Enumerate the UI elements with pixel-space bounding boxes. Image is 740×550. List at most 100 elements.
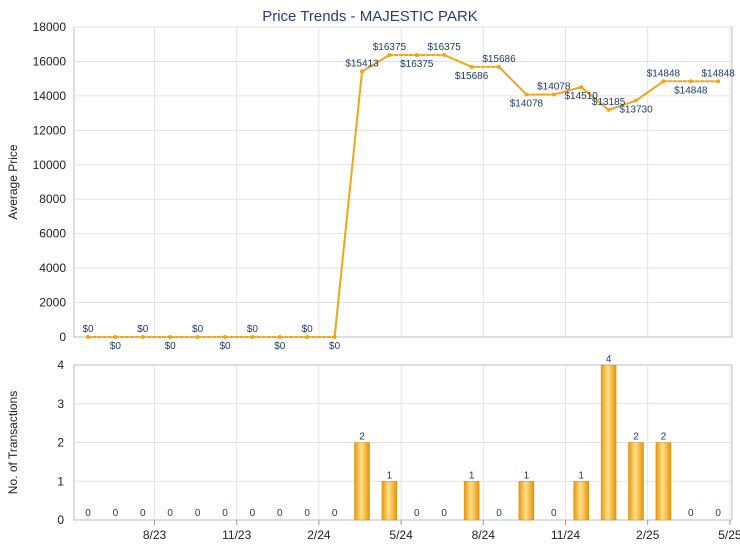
price-y-tick-label: 8000 [39, 192, 66, 206]
price-point [195, 335, 200, 339]
price-y-tick-label: 12000 [33, 123, 67, 137]
price-data-label: $0 [247, 324, 259, 335]
price-point [579, 85, 584, 90]
transaction-count-label: 4 [606, 354, 612, 365]
price-data-label: $16375 [373, 42, 407, 53]
transaction-bar [518, 481, 535, 521]
price-point [305, 335, 310, 339]
price-point [606, 107, 611, 112]
transactions-data-labels: 0 0 0 0 0 0 0 0 0 0 2 1 0 0 1 0 1 0 1 4 2 2 0 0 [85, 354, 721, 519]
transactions-y-tick-label: 1 [57, 474, 64, 488]
price-line-segment [333, 70, 363, 338]
price-series-line [86, 52, 721, 339]
price-data-label: $14078 [510, 99, 544, 110]
transaction-bar [600, 364, 617, 521]
transaction-count-label: 2 [359, 432, 365, 443]
price-point [277, 335, 282, 339]
price-y-axis-label: Average Price [6, 144, 20, 219]
price-point [442, 52, 447, 57]
transaction-count-label: 0 [167, 508, 173, 519]
price-data-label: $14848 [647, 68, 681, 79]
price-y-axis-ticks: 0 2000 4000 6000 8000 10000 12000 14000 16000 180… [33, 20, 67, 344]
price-point [113, 335, 118, 339]
transactions-x-tick-label: 2/24 [307, 528, 331, 542]
transaction-count-label: 0 [85, 508, 91, 519]
transaction-count-label: 0 [304, 508, 310, 519]
price-data-label: $16375 [428, 42, 462, 53]
price-data-label: $0 [274, 341, 286, 352]
transaction-count-label: 0 [195, 508, 201, 519]
price-data-label: $14510 [565, 91, 599, 102]
transactions-y-tick-label: 2 [57, 436, 64, 450]
transaction-count-label: 0 [715, 508, 721, 519]
transactions-y-tick-label: 3 [57, 397, 64, 411]
price-gridlines [74, 26, 732, 337]
transaction-count-label: 0 [140, 508, 146, 519]
transactions-y-axis-label: No. of Transactions [6, 391, 20, 494]
transactions-bars [354, 364, 672, 521]
price-point [497, 64, 501, 69]
price-point [551, 92, 556, 97]
price-plot-frame [73, 26, 733, 338]
price-data-label: $15686 [455, 71, 489, 82]
transaction-count-label: 0 [496, 508, 502, 519]
price-point [223, 335, 227, 339]
transaction-count-label: 0 [250, 508, 256, 519]
price-point [688, 79, 693, 84]
transaction-count-label: 0 [688, 508, 694, 519]
price-data-label: $14848 [674, 85, 708, 96]
price-line-segment [552, 86, 583, 96]
price-data-label: $0 [219, 341, 231, 352]
transactions-x-tick-label: 11/24 [551, 528, 580, 542]
price-data-label: $13185 [592, 97, 626, 108]
transactions-y-axis-ticks: 0 1 2 3 4 [57, 358, 64, 527]
transaction-count-label: 0 [414, 508, 420, 519]
transaction-count-label: 2 [661, 432, 667, 443]
price-y-tick-label: 14000 [33, 89, 67, 103]
transaction-count-label: 2 [633, 432, 639, 443]
price-line-segment [580, 86, 610, 111]
price-point [716, 79, 721, 84]
transactions-y-tick-label: 4 [57, 358, 64, 372]
price-data-label: $0 [110, 341, 122, 352]
transaction-count-label: 0 [441, 508, 447, 519]
price-point [250, 335, 255, 339]
price-data-label: $0 [165, 341, 177, 352]
price-point [168, 335, 173, 339]
price-data-label: $0 [329, 341, 341, 352]
price-data-label: $13730 [619, 105, 653, 116]
price-line-segment [635, 80, 665, 102]
price-data-label: $15686 [482, 54, 516, 65]
transactions-gridlines [74, 365, 732, 520]
transaction-count-label: 1 [524, 470, 530, 481]
price-plot-area [73, 26, 733, 338]
price-y-tick-label: 18000 [33, 20, 67, 34]
transaction-count-label: 0 [551, 508, 557, 519]
price-line-segment [607, 99, 637, 111]
price-y-tick-label: 4000 [39, 261, 66, 275]
price-data-label: $15413 [345, 59, 379, 70]
transaction-bar [573, 481, 589, 521]
price-point [360, 69, 364, 74]
transactions-x-tick-label: 11/23 [222, 528, 251, 542]
price-data-label: $14848 [702, 68, 736, 79]
transaction-count-label: 1 [387, 470, 393, 481]
price-point [414, 52, 419, 57]
transactions-x-tick-label: 5/24 [389, 528, 413, 542]
price-point [634, 98, 638, 103]
price-line-segment [443, 53, 473, 68]
transaction-bar [655, 442, 672, 521]
price-data-labels: $0 $0 $0 $0 $0 $0 $0 $0 $0 $0 $15413 $16375 $16375 $1… [82, 42, 735, 352]
transaction-count-label: 0 [113, 508, 119, 519]
transaction-count-label: 0 [332, 508, 338, 519]
price-point [524, 92, 529, 97]
price-data-label: $0 [82, 324, 94, 335]
transaction-count-label: 0 [222, 508, 228, 519]
transactions-x-tick-label: 2/25 [636, 528, 660, 542]
price-data-label: $0 [192, 324, 204, 335]
transactions-x-tick-label: 8/23 [143, 528, 167, 542]
price-data-label: $0 [302, 324, 314, 335]
transactions-y-tick-label: 0 [57, 513, 64, 527]
